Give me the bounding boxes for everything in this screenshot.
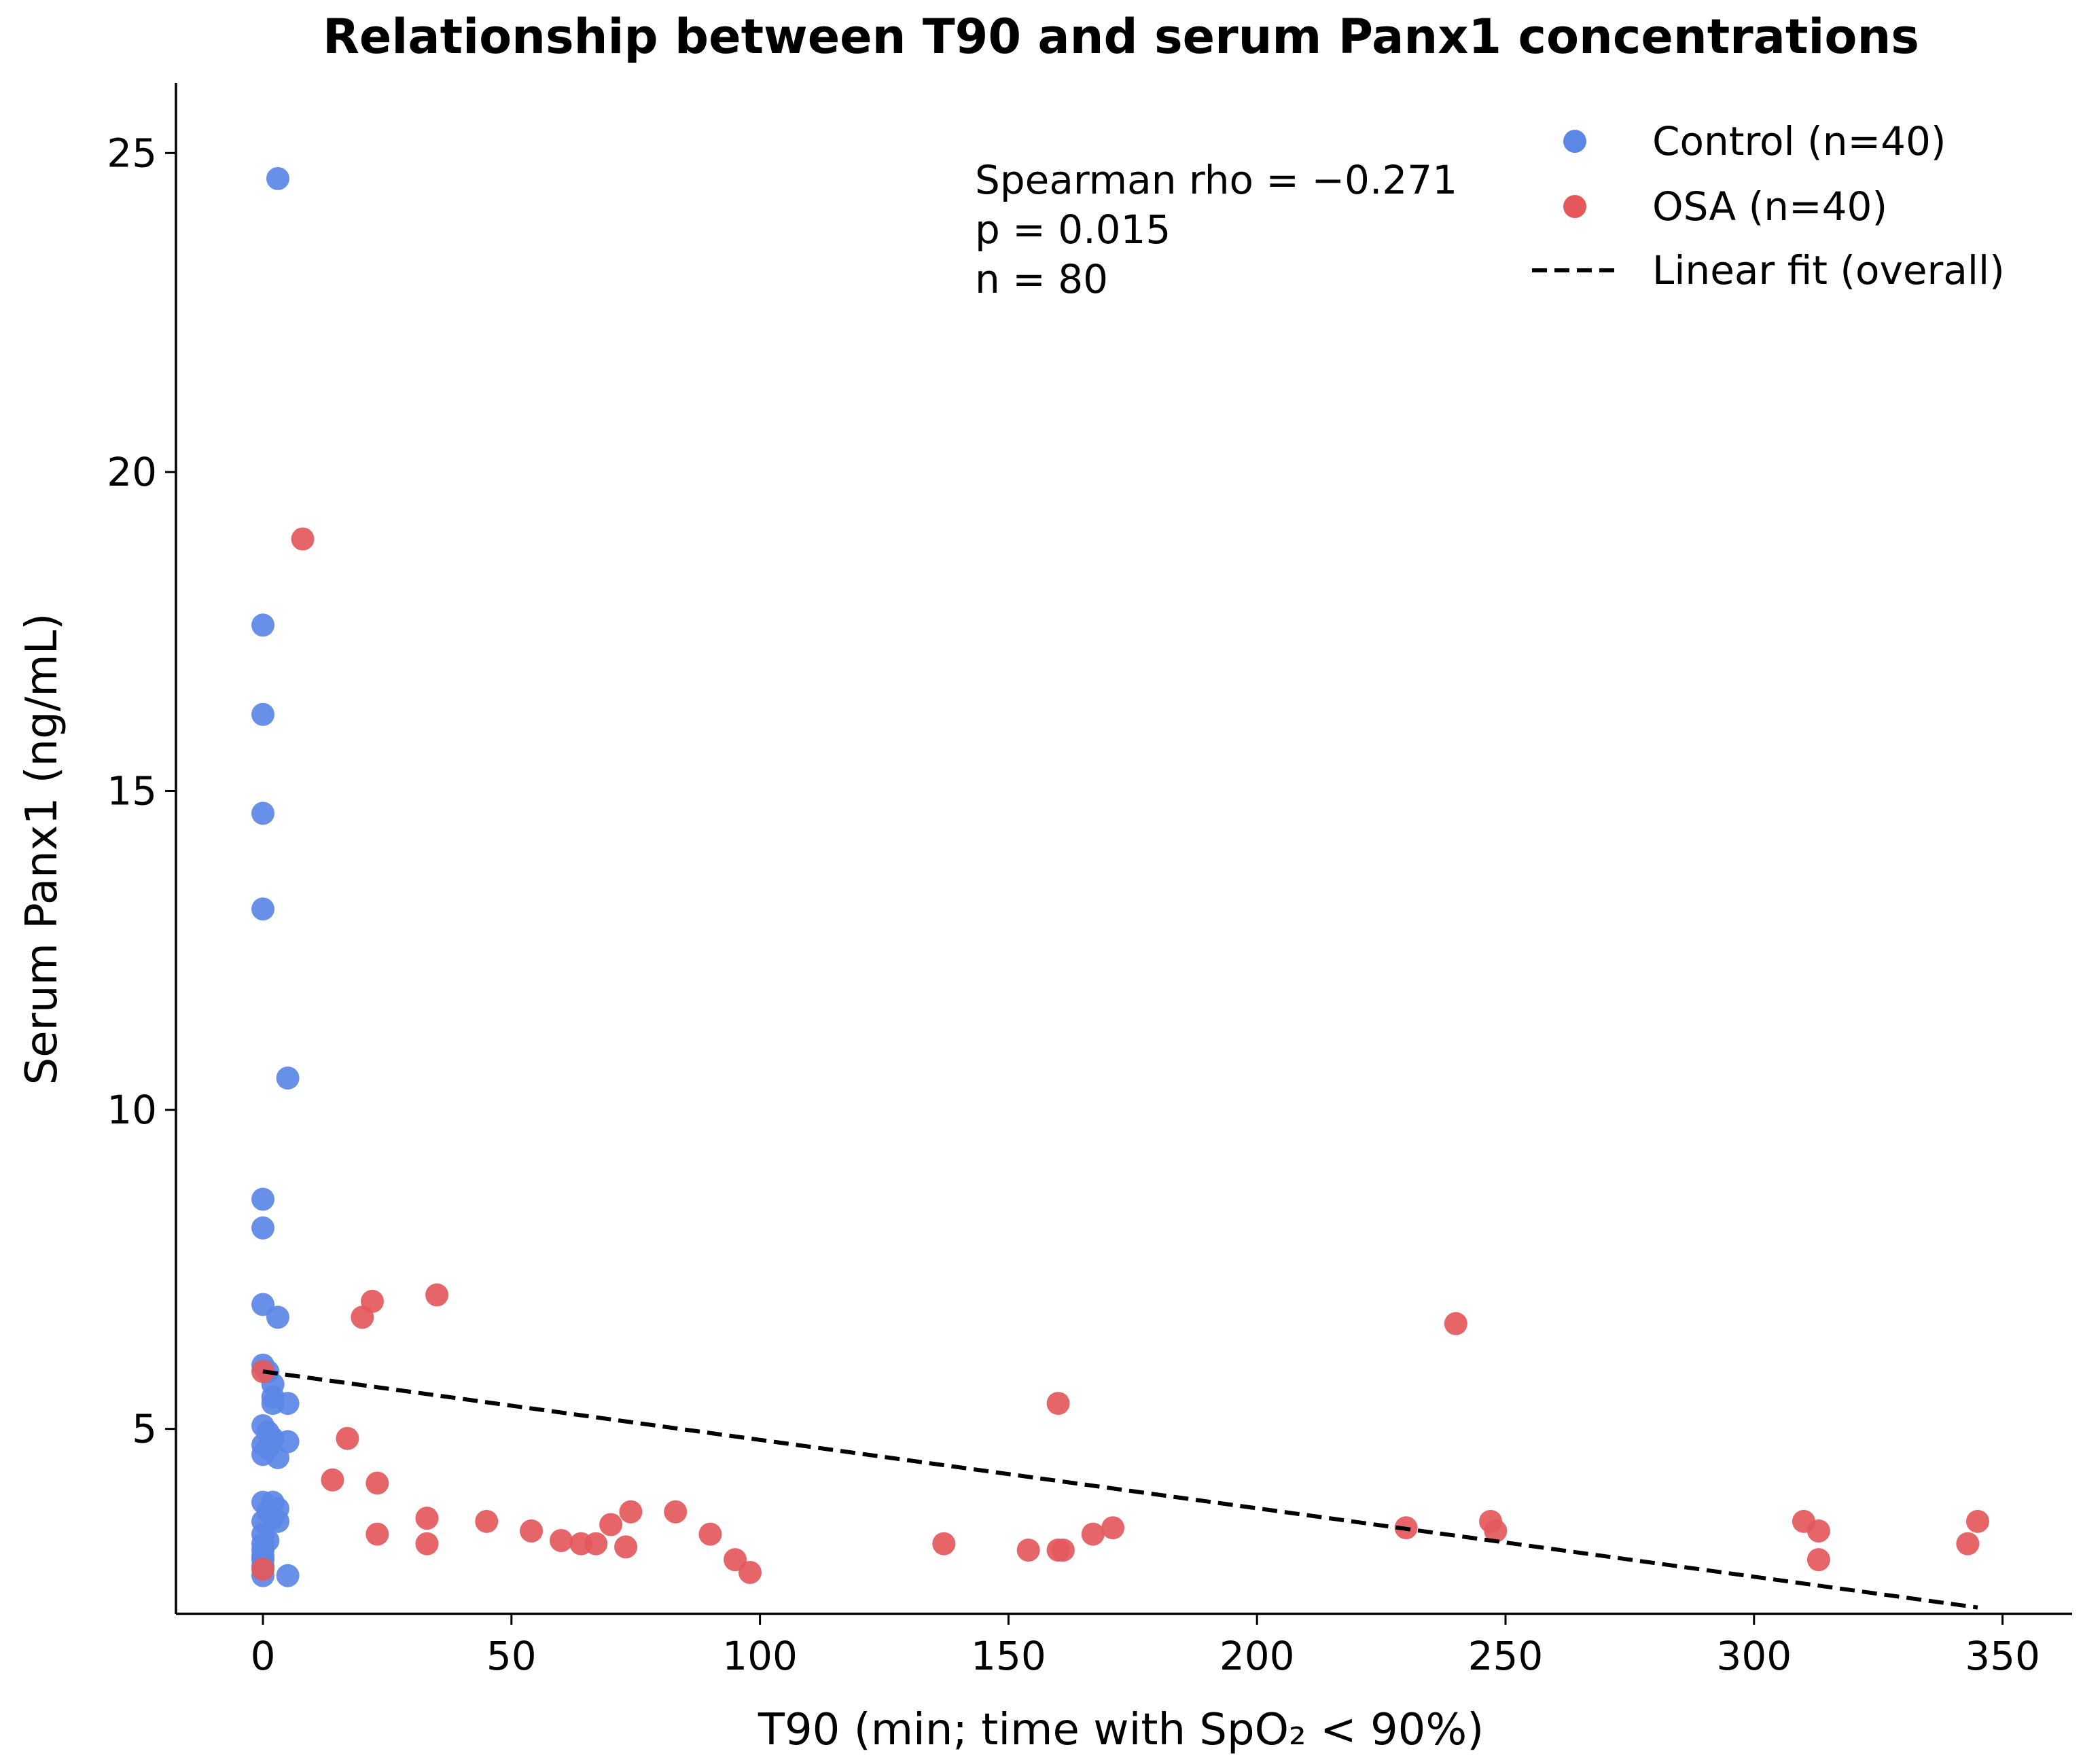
y-tick-label: 20 xyxy=(107,449,157,495)
x-tick-label: 0 xyxy=(251,1633,276,1679)
data-point xyxy=(619,1500,643,1524)
data-point xyxy=(251,1187,275,1211)
data-point xyxy=(738,1560,762,1584)
legend-label: Control (n=40) xyxy=(1652,118,1946,164)
legend-label: OSA (n=40) xyxy=(1652,183,1887,230)
y-tick-label: 10 xyxy=(107,1087,157,1133)
data-point xyxy=(251,897,275,921)
data-point xyxy=(251,702,275,726)
data-point xyxy=(698,1522,722,1546)
data-point xyxy=(276,1392,300,1416)
data-point xyxy=(1081,1522,1105,1546)
data-point xyxy=(321,1468,344,1492)
y-axis-label: Serum Panx1 (ng/mL) xyxy=(17,613,67,1085)
data-point xyxy=(276,1066,300,1090)
data-point xyxy=(276,1564,300,1587)
data-point xyxy=(1806,1548,1830,1572)
data-point xyxy=(1046,1392,1070,1416)
x-tick-label: 350 xyxy=(1965,1633,2040,1679)
x-tick-label: 200 xyxy=(1219,1633,1295,1679)
linear-fit-line xyxy=(262,1369,1978,1610)
data-point xyxy=(1101,1516,1125,1540)
x-tick-label: 100 xyxy=(722,1633,798,1679)
data-point xyxy=(251,613,275,637)
data-point xyxy=(1051,1538,1075,1562)
chart-title: Relationship between T90 and serum Panx1… xyxy=(323,9,1919,65)
data-point xyxy=(932,1532,956,1555)
data-point xyxy=(266,166,289,190)
data-point xyxy=(366,1522,389,1546)
data-point xyxy=(614,1535,638,1559)
y-tick-label: 25 xyxy=(107,130,157,176)
legend: Control (n=40) OSA (n=40) Linear fit (over… xyxy=(1532,118,2005,293)
x-tick-label: 50 xyxy=(486,1633,537,1679)
data-point xyxy=(1965,1509,1989,1533)
x-tick-label: 150 xyxy=(971,1633,1046,1679)
series-osa xyxy=(251,527,1989,1584)
data-point xyxy=(1806,1519,1830,1543)
data-point xyxy=(291,527,315,551)
data-point xyxy=(251,1443,275,1466)
data-point xyxy=(366,1471,389,1495)
data-point xyxy=(251,1216,275,1240)
legend-marker xyxy=(1563,195,1586,218)
annotation-line: p = 0.015 xyxy=(975,206,1171,253)
data-point xyxy=(251,1558,275,1581)
data-point xyxy=(475,1509,499,1533)
x-tick-label: 250 xyxy=(1468,1633,1544,1679)
legend-item: Linear fit (overall) xyxy=(1532,247,2005,293)
data-point xyxy=(599,1513,623,1536)
y-tick-label: 15 xyxy=(107,768,157,814)
x-axis-ticks: 0 50 100 150 200 250 300 350 xyxy=(251,1614,2040,1679)
data-point xyxy=(415,1507,439,1530)
annotation-line: Spearman rho = −0.271 xyxy=(975,157,1457,203)
annotation-line: n = 80 xyxy=(975,256,1108,302)
x-axis-label: T90 (min; time with SpO₂ < 90%) xyxy=(758,1705,1484,1755)
data-point xyxy=(520,1519,544,1543)
legend-label: Linear fit (overall) xyxy=(1652,247,2005,293)
data-point xyxy=(664,1500,688,1524)
data-point xyxy=(251,802,275,825)
data-point xyxy=(351,1306,374,1329)
y-tick-label: 5 xyxy=(132,1406,157,1452)
legend-marker xyxy=(1563,130,1586,153)
data-point xyxy=(415,1532,439,1555)
x-tick-label: 300 xyxy=(1716,1633,1792,1679)
data-point xyxy=(1016,1538,1040,1562)
plot-area xyxy=(251,166,1989,1610)
data-point xyxy=(1444,1312,1467,1335)
y-axis-ticks: 5 10 15 20 25 xyxy=(107,130,176,1452)
data-point xyxy=(584,1532,608,1555)
legend-item: Control (n=40) xyxy=(1563,118,1946,164)
data-point xyxy=(549,1528,573,1552)
data-point xyxy=(266,1306,289,1329)
data-point xyxy=(1484,1519,1508,1543)
data-point xyxy=(336,1426,359,1450)
data-point xyxy=(425,1283,449,1307)
legend-item: OSA (n=40) xyxy=(1563,183,1887,230)
data-point xyxy=(1956,1532,1980,1555)
